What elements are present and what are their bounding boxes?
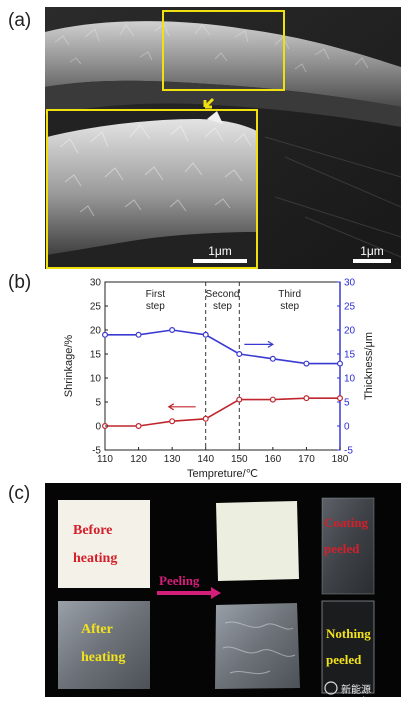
sample-photo-graphic xyxy=(58,497,375,695)
sem-image: 1μm 1μm xyxy=(45,7,401,269)
after-heating-label: After heating xyxy=(81,622,126,665)
x-tick-label: 130 xyxy=(164,454,181,465)
step-annotation-line2: step xyxy=(213,301,232,312)
shrinkage-point xyxy=(303,395,310,402)
sem-inset: 1μm xyxy=(46,109,258,269)
thickness-point xyxy=(202,331,209,338)
step-annotation-line2: step xyxy=(280,301,299,312)
peeling-arrow-icon xyxy=(211,587,221,599)
shrinkage-point xyxy=(269,396,276,403)
before-heating-label: Before heating xyxy=(73,523,118,566)
thickness-point xyxy=(236,350,243,357)
sem-micrograph: 1μm 1μm xyxy=(45,7,401,269)
inset-scale-bar xyxy=(193,259,247,263)
inset-scale-label: 1μm xyxy=(208,244,232,258)
watermark: 新能源Leader xyxy=(341,685,375,697)
y-axis-right-label: Thickness/μm xyxy=(363,332,375,400)
y-right-tick-label: 30 xyxy=(344,278,356,289)
thickness-point xyxy=(101,331,108,338)
y-right-tick-label: 10 xyxy=(344,374,356,385)
y-right-tick-label: 20 xyxy=(344,326,356,337)
x-tick-label: 120 xyxy=(130,454,147,465)
panel-label-c: (c) xyxy=(8,483,31,504)
thickness-point xyxy=(169,326,176,333)
main-scale-label: 1μm xyxy=(360,244,384,258)
shrinkage-axis-arrow-head xyxy=(167,403,175,411)
coating-peeled-label: Coating peeled xyxy=(324,515,369,556)
y-right-tick-label: -5 xyxy=(344,446,353,457)
step-annotation-line1: Second xyxy=(206,289,240,300)
step-annotation-line2: step xyxy=(146,301,165,312)
thickness-point xyxy=(337,360,344,367)
after-heating-sample xyxy=(58,601,150,689)
x-axis-label: Tempreture/℃ xyxy=(187,468,258,480)
x-tick-label: 110 xyxy=(97,454,113,465)
peeled-after-heating-sample xyxy=(215,603,300,689)
thickness-point xyxy=(303,360,310,367)
y-right-tick-label: 15 xyxy=(344,350,356,361)
x-tick-label: 170 xyxy=(298,454,315,465)
zoom-arrow-icon xyxy=(203,97,215,109)
peeling-label: Peeling xyxy=(159,573,200,588)
shrinkage-point xyxy=(202,415,209,422)
shrinkage-point xyxy=(135,423,142,430)
shrinkage-series-line xyxy=(105,397,340,427)
sample-photo: Before heating After heating Peeling Coa… xyxy=(45,483,401,697)
shrinkage-point xyxy=(169,418,176,425)
y-left-tick-label: 25 xyxy=(90,302,102,313)
y-left-tick-label: -5 xyxy=(92,446,101,457)
step-annotation-line1: First xyxy=(146,289,166,300)
y-right-tick-label: 0 xyxy=(344,422,350,433)
shrinkage-thickness-chart: 110 120 130 140 150 160 170 180-5051015202530-5… xyxy=(63,278,375,481)
thickness-axis-arrow-head xyxy=(267,340,275,348)
shrinkage-point xyxy=(236,396,243,403)
coating-peeled-sample xyxy=(321,497,375,595)
x-tick-label: 160 xyxy=(265,454,282,465)
y-left-tick-label: 0 xyxy=(95,422,101,433)
shrinkage-point xyxy=(337,395,344,402)
x-tick-label: 180 xyxy=(332,454,349,465)
panel-label-b: (b) xyxy=(8,272,32,293)
x-tick-label: 150 xyxy=(231,454,248,465)
step-annotation-line1: Third xyxy=(278,289,301,300)
thickness-point xyxy=(135,331,142,338)
y-right-tick-label: 25 xyxy=(344,302,356,313)
y-left-tick-label: 20 xyxy=(90,326,102,337)
y-left-tick-label: 5 xyxy=(95,398,101,409)
before-heating-sample xyxy=(58,500,150,588)
thickness-series-line xyxy=(105,329,340,365)
y-left-tick-label: 10 xyxy=(90,374,102,385)
x-tick-label: 140 xyxy=(197,454,214,465)
zoom-region-frame xyxy=(162,10,285,91)
thickness-point xyxy=(269,355,276,362)
y-left-tick-label: 30 xyxy=(90,278,102,289)
peeled-coating-sample xyxy=(216,501,299,581)
y-axis-left-label: Shrinkage/% xyxy=(63,335,75,398)
main-scale-bar xyxy=(353,259,391,263)
nothing-peeled-sample xyxy=(321,600,375,694)
y-left-tick-label: 15 xyxy=(90,350,102,361)
panel-label-a: (a) xyxy=(8,10,32,31)
wechat-logo-icon xyxy=(324,681,338,695)
nothing-peeled-label: Nothing peeled xyxy=(326,626,371,667)
y-right-tick-label: 5 xyxy=(344,398,350,409)
